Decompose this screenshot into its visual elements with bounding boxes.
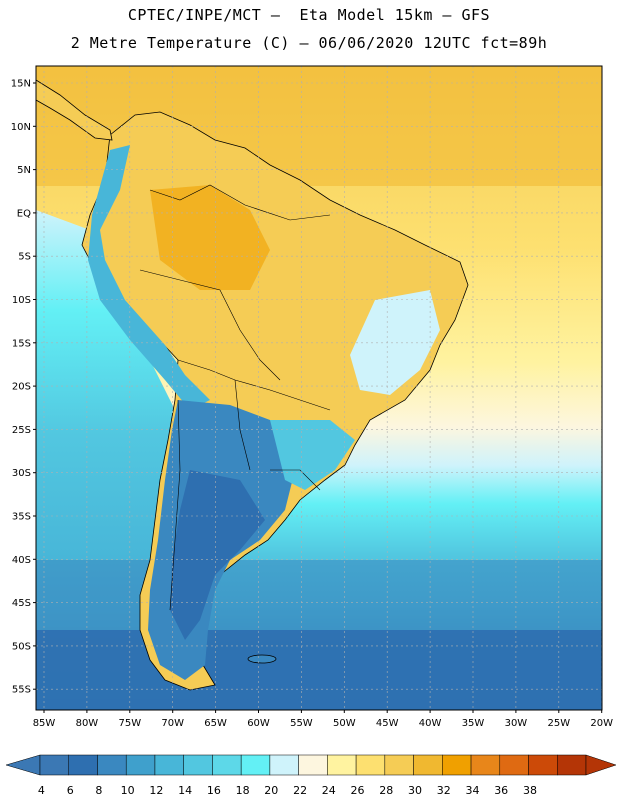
lon-tick-label: 25W [547,718,570,729]
colorbar-label: 32 [437,784,451,797]
map-subtitle: 2 Metre Temperature (C) – 06/06/2020 12U… [70,34,548,52]
andes-cold [88,145,210,410]
lat-tick-label: 10S [12,295,31,306]
colorbar-label: 30 [408,784,422,797]
lat-tick-label: 10N [11,122,31,133]
colorbar-segment [269,754,299,776]
colorbar-label: 28 [379,784,393,797]
lon-tick-label: 50W [333,718,356,729]
colorbar-label: 6 [67,784,74,797]
lon-tick-label: 60W [247,718,270,729]
longitude-labels: 85W 80W 75W 70W 65W 60W 55W 50W 45W 40W 35W 30W 25W 2… [33,710,613,729]
colorbar-segment [240,754,271,776]
colorbar-segment [384,754,414,776]
colorbar-segment [97,754,127,776]
lat-tick-label: 30S [12,468,31,479]
latitude-labels: 15N 10N 5N EQ 5S 10S 15S 20S 25S 30S 35S 40S 45S 50S 5… [11,79,36,696]
lon-tick-label: 45W [376,718,399,729]
colorbar-segment [470,754,501,776]
central-america-land [36,79,113,141]
colorbar-label: 26 [351,784,365,797]
colorbar-label: 34 [466,784,480,797]
lat-tick-label: 25S [12,425,31,436]
colorbar-segment [355,754,386,776]
lat-tick-label: 5N [17,165,31,176]
patagonia-colder [170,470,265,640]
southern-colder-band [36,630,602,710]
colorbar-label: 20 [264,784,278,797]
lon-tick-label: 40W [419,718,442,729]
colorbar-segment [499,754,529,776]
colorbar-segment [442,754,472,776]
lon-tick-label: 75W [118,718,141,729]
colorbar-label: 18 [236,784,250,797]
colorbar-under-arrow [5,754,41,776]
colorbar-segment [528,754,558,776]
map-frame [35,65,603,711]
colorbar-segment [154,754,184,776]
map-title: CPTEC/INPE/MCT – Eta Model 15km – GFS [127,6,491,24]
hot-interior [150,185,270,290]
colorbar: 4 6 8 10 12 14 16 18 20 22 24 26 28 30 32 34 36 38 [5,754,617,797]
colorbar-segment [183,754,213,776]
lat-tick-label: 5S [18,252,31,263]
lat-tick-label: 20S [12,382,31,393]
colorbar-label: 36 [494,784,508,797]
lat-tick-label: 50S [12,641,31,652]
lon-tick-label: 65W [204,718,227,729]
lat-tick-label: 15S [12,338,31,349]
lat-lon-grid [36,66,602,710]
colorbar-segment [68,754,98,776]
brazil-highland-cool [350,290,440,395]
colorbar-label: 14 [178,784,192,797]
colorbar-label: 24 [322,784,336,797]
colorbar-segment [298,754,328,776]
lat-tick-label: 15N [11,79,31,90]
colorbar-label: 22 [293,784,307,797]
lat-tick-label: EQ [17,208,31,219]
lon-tick-label: 35W [462,718,485,729]
lon-tick-label: 70W [161,718,184,729]
colorbar-label: 4 [38,784,45,797]
colorbar-segment [413,754,443,776]
lon-tick-label: 55W [290,718,313,729]
colorbar-segment [125,754,156,776]
colorbar-label: 8 [95,784,102,797]
lat-tick-label: 55S [12,685,31,696]
lat-tick-label: 40S [12,555,31,566]
falkland-islands [247,654,277,664]
lat-tick-label: 35S [12,512,31,523]
country-borders [139,184,331,611]
lat-tick-label: 45S [12,598,31,609]
colorbar-label: 10 [121,784,135,797]
colorbar-segment [212,754,242,776]
colorbar-segment [39,754,69,776]
colorbar-segment [557,754,587,776]
lon-tick-label: 85W [33,718,56,729]
lon-tick-label: 30W [505,718,528,729]
lon-tick-label: 80W [76,718,99,729]
map-field [36,66,602,710]
colorbar-label: 12 [149,784,163,797]
colorbar-label: 38 [523,784,537,797]
colorbar-label: 16 [207,784,221,797]
lon-tick-label: 20W [590,718,613,729]
colorbar-segment [327,754,357,776]
colorbar-over-arrow [585,754,617,776]
